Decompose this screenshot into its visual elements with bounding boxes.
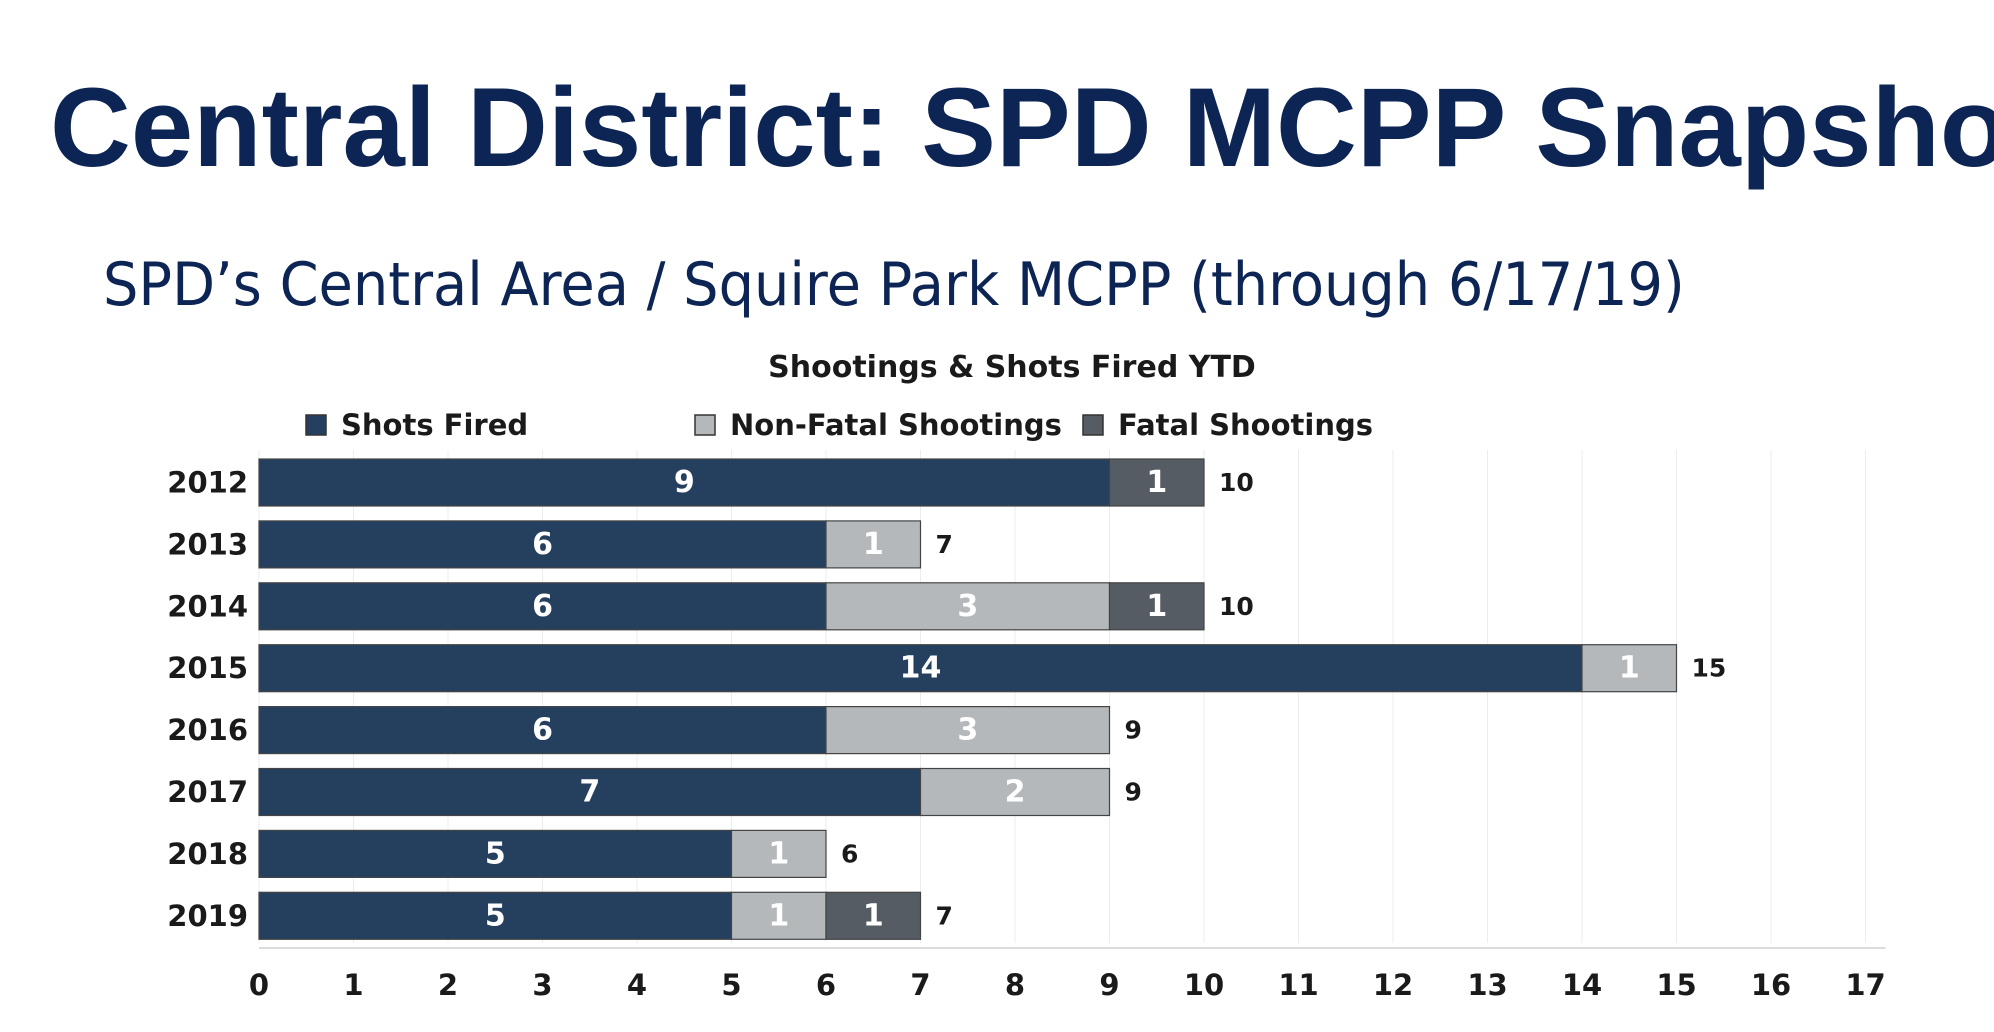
y-tick-label: 2015 [167, 651, 248, 685]
bar-total-label: 9 [1125, 716, 1142, 745]
bar-total-label: 15 [1692, 654, 1727, 683]
x-tick-label: 10 [1184, 968, 1224, 1002]
bar-value-label: 1 [768, 836, 789, 871]
bar-value-label: 1 [863, 898, 884, 933]
bar-value-label: 1 [1146, 589, 1167, 624]
bar-segment [258, 767, 922, 817]
bar-segment [825, 582, 1111, 631]
bar-total-label: 9 [1125, 778, 1142, 807]
bar-segment [258, 458, 1111, 507]
bar-value-label: 9 [674, 465, 695, 500]
bar-value-label: 3 [957, 713, 978, 748]
x-axis: 0 1 2 3 4 5 6 7 8 9 10 11 12 13 14 15 16 17 [249, 947, 1886, 1002]
x-tick-label: 14 [1562, 968, 1602, 1002]
chart-title: Shootings & Shots Fired YTD [768, 350, 1256, 385]
y-tick-label: 2012 [167, 466, 248, 500]
bar-value-label: 1 [863, 527, 884, 562]
legend-swatch [305, 414, 327, 436]
bar-segment [730, 829, 827, 879]
bar-segment [258, 829, 733, 879]
legend-label: Non-Fatal Shootings [730, 408, 1062, 442]
bar-segment [919, 767, 1111, 817]
legend-label: Fatal Shootings [1118, 408, 1373, 442]
bar-value-label: 2 [1005, 775, 1026, 810]
y-tick-label: 2017 [167, 775, 248, 809]
x-tick-label: 12 [1373, 968, 1413, 1002]
bar-value-label: 5 [485, 898, 506, 933]
x-tick-label: 2 [438, 968, 458, 1002]
bar-value-label: 7 [579, 775, 600, 810]
bar-value-label: 1 [1146, 465, 1167, 500]
bar-value-label: 1 [768, 898, 789, 933]
bar-value-label: 5 [485, 836, 506, 871]
bar-value-label: 1 [1619, 651, 1640, 686]
page-subtitle: SPD’s Central Area / Squire Park MCPP (t… [103, 250, 1685, 320]
y-tick-label: 2019 [167, 899, 248, 933]
bar-total-label: 10 [1219, 592, 1254, 621]
bar-value-label: 14 [900, 651, 942, 686]
x-tick-label: 9 [1099, 968, 1119, 1002]
bar-total-label: 10 [1219, 468, 1254, 497]
bar-segment [825, 520, 922, 569]
bar-segment [730, 891, 827, 940]
bar-segment [258, 705, 827, 755]
bar-segment [258, 520, 827, 569]
legend-swatch [1082, 414, 1104, 436]
page-title: Central District: SPD MCPP Snapshot [50, 65, 1994, 190]
x-tick-label: 5 [721, 968, 741, 1002]
bar-total-label: 7 [936, 530, 953, 559]
y-tick-label: 2013 [167, 527, 248, 561]
legend-label: Shots Fired [341, 408, 528, 442]
y-tick-label: 2016 [167, 713, 248, 747]
x-tick-label: 8 [1005, 968, 1025, 1002]
chart-legend: Shots Fired Non-Fatal Shootings Fatal Shoo… [305, 408, 1373, 442]
x-tick-label: 0 [249, 968, 269, 1002]
x-tick-label: 11 [1278, 968, 1318, 1002]
y-axis: 2012 2013 2014 2015 2016 2017 2018 2019 [167, 466, 248, 933]
bar-segment [825, 891, 922, 940]
x-tick-label: 7 [910, 968, 930, 1002]
legend-swatch [694, 414, 716, 436]
bar-value-label: 6 [532, 589, 553, 624]
x-tick-label: 6 [816, 968, 836, 1002]
bar-segment [1108, 582, 1205, 631]
x-tick-label: 16 [1751, 968, 1791, 1002]
bar-segment [258, 891, 733, 940]
bar-total-label: 6 [841, 839, 858, 868]
bar-total-label: 7 [936, 901, 953, 930]
y-tick-label: 2014 [167, 589, 248, 623]
y-tick-label: 2018 [167, 837, 248, 871]
bar-value-label: 6 [532, 713, 553, 748]
bar-segment [1108, 458, 1205, 507]
bar-segment [258, 644, 1583, 693]
bar-value-label: 3 [957, 589, 978, 624]
x-tick-label: 3 [532, 968, 552, 1002]
bar-segment [1581, 644, 1678, 693]
bar-value-label: 6 [532, 527, 553, 562]
x-tick-label: 13 [1467, 968, 1507, 1002]
x-tick-label: 15 [1656, 968, 1696, 1002]
x-tick-label: 17 [1845, 968, 1885, 1002]
bar-segment [825, 705, 1111, 755]
x-tick-label: 4 [627, 968, 647, 1002]
x-tick-label: 1 [343, 968, 363, 1002]
